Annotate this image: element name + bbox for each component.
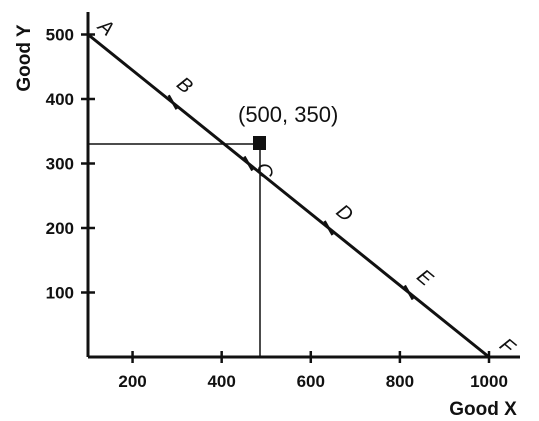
- guide-lines: [88, 143, 261, 357]
- y-tick-label-500: 500: [46, 26, 74, 45]
- x-tick-label-200: 200: [118, 372, 146, 391]
- budget-line: [87, 33, 490, 359]
- y-tick-label-100: 100: [46, 284, 74, 303]
- point-label-c: C: [252, 161, 276, 180]
- y-axis-title: Good Y: [14, 24, 35, 92]
- y-tick-label-200: 200: [46, 219, 74, 238]
- point-mark-e: [403, 284, 414, 301]
- point-mark-d: [323, 220, 334, 236]
- labels-layer: 200 400 600 800 1000 100 200 300 400 500 Good X Goo…: [14, 15, 520, 420]
- axes: [81, 12, 520, 363]
- x-tick-label-1000: 1000: [470, 372, 508, 391]
- x-tick-label-800: 800: [386, 372, 414, 391]
- point-label-a: A: [93, 15, 118, 41]
- point-marks: [167, 94, 414, 301]
- point-label-b: B: [172, 73, 196, 98]
- series-layer: [87, 33, 490, 359]
- highlight-point-label: (500, 350): [238, 102, 338, 127]
- x-axis-title: Good X: [449, 399, 517, 420]
- x-tick-label-600: 600: [297, 372, 325, 391]
- y-tick-label-400: 400: [46, 90, 74, 109]
- point-mark-c: [243, 155, 254, 172]
- x-tick-label-400: 400: [207, 372, 235, 391]
- point-label-e: E: [412, 265, 437, 291]
- highlight-point-marker: [253, 136, 266, 150]
- point-mark-b: [167, 94, 178, 110]
- point-label-d: D: [332, 200, 357, 226]
- y-tick-label-300: 300: [46, 155, 74, 174]
